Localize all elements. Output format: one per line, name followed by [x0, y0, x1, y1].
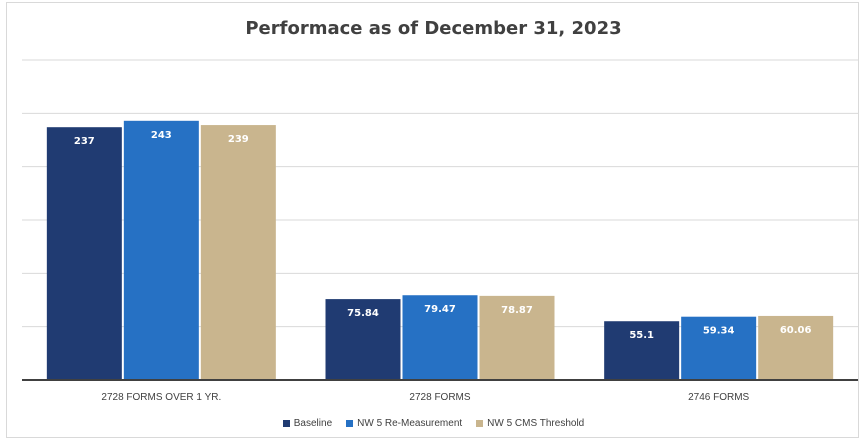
x-tick-label: 2746 FORMS [688, 392, 749, 403]
legend-swatch [346, 420, 354, 427]
legend-label: Baseline [293, 418, 333, 429]
data-label: 79.47 [424, 304, 456, 315]
legend-item: Baseline [282, 418, 333, 429]
bar [681, 316, 757, 380]
legend-swatch [282, 420, 290, 427]
data-label: 239 [228, 134, 249, 145]
chart-title: Performace as of December 31, 2023 [245, 18, 622, 39]
legend-swatch [476, 420, 484, 427]
legend-item: NW 5 CMS Threshold [476, 418, 584, 429]
x-tick-label: 2728 FORMS [409, 392, 470, 403]
data-label: 237 [74, 136, 95, 147]
bar [123, 120, 199, 381]
legend: Baseline NW 5 Re-Measurement NW 5 CMS Thre… [0, 418, 867, 429]
data-label: 75.84 [347, 308, 379, 319]
legend-label: NW 5 CMS Threshold [487, 418, 585, 429]
data-label: 243 [151, 130, 172, 141]
bar [325, 299, 401, 380]
legend-label: NW 5 Re-Measurement [357, 418, 463, 429]
data-label: 78.87 [501, 305, 533, 316]
bar [46, 127, 122, 380]
data-label: 60.06 [780, 325, 812, 336]
x-tick-label: 2728 FORMS OVER 1 YR. [101, 392, 221, 403]
data-label: 55.1 [629, 330, 654, 341]
data-label: 59.34 [703, 326, 735, 337]
bar [479, 295, 555, 380]
legend-item: NW 5 Re-Measurement [346, 418, 462, 429]
bar [200, 125, 276, 380]
bar [604, 321, 680, 380]
bar [758, 315, 834, 380]
bar [402, 295, 478, 380]
